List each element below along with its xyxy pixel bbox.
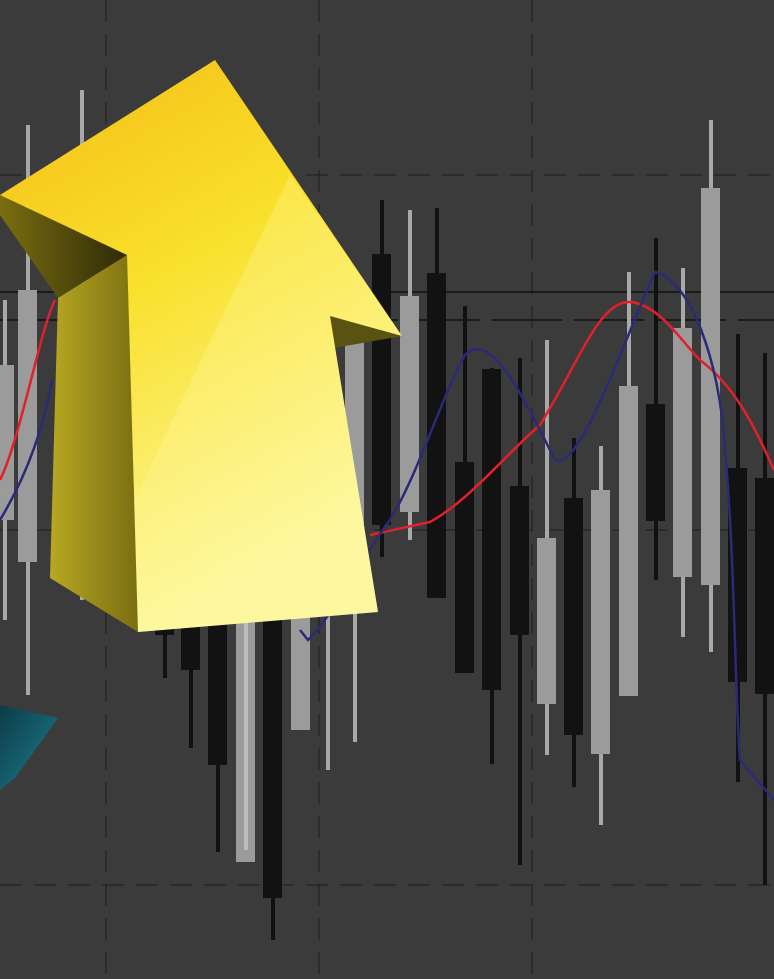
arrow-wing-side	[330, 316, 402, 348]
moving-average-line	[0, 299, 774, 537]
candle	[673, 268, 692, 637]
candle	[0, 300, 14, 620]
candle	[455, 306, 474, 673]
candle	[646, 238, 665, 580]
candle	[537, 340, 556, 755]
candle	[236, 600, 255, 862]
candle	[263, 600, 282, 940]
arrow	[0, 60, 402, 632]
candle	[619, 272, 638, 696]
arrow-wing-side	[0, 195, 127, 298]
candle	[564, 438, 583, 787]
arrow-shaft-side	[50, 255, 138, 632]
arrow-highlight	[134, 175, 402, 632]
candle	[591, 446, 610, 825]
candle	[291, 600, 310, 730]
candle	[427, 208, 446, 598]
candle	[208, 600, 227, 852]
candle	[482, 368, 501, 764]
candle	[755, 353, 774, 885]
moving-average-line	[0, 270, 774, 801]
candle	[400, 210, 419, 540]
candle	[701, 120, 720, 652]
arrow-face	[0, 60, 402, 632]
teal-shape	[0, 705, 58, 790]
